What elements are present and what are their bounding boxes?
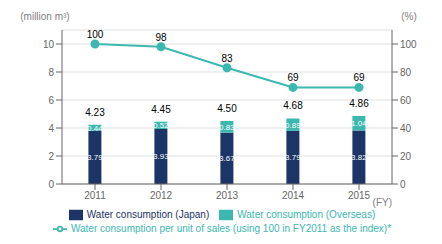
- svg-text:4.86: 4.86: [349, 98, 369, 109]
- svg-text:(FY): (FY): [373, 197, 392, 208]
- svg-text:6: 6: [48, 95, 54, 106]
- svg-text:10: 10: [43, 39, 55, 50]
- svg-text:4: 4: [48, 123, 54, 134]
- svg-text:2011: 2011: [84, 190, 106, 201]
- svg-text:2012: 2012: [150, 190, 173, 201]
- svg-text:2013: 2013: [216, 190, 239, 201]
- svg-text:83: 83: [221, 53, 233, 64]
- svg-text:0.44: 0.44: [87, 124, 103, 133]
- svg-text:(%): (%): [401, 11, 417, 22]
- svg-text:3.79: 3.79: [285, 153, 301, 162]
- svg-text:(million m³): (million m³): [20, 11, 69, 22]
- html-text:Water consumption per unit of: Water consumption per unit of sales (usi…: [70, 222, 392, 234]
- svg-text:0.52: 0.52: [153, 121, 169, 130]
- svg-text:8: 8: [48, 67, 54, 78]
- svg-text:3.67: 3.67: [219, 154, 235, 163]
- svg-text:2014: 2014: [282, 190, 305, 201]
- svg-text:1.04: 1.04: [351, 119, 367, 128]
- svg-text:4.50: 4.50: [217, 103, 237, 114]
- svg-text:69: 69: [287, 72, 299, 83]
- svg-text:100: 100: [400, 39, 417, 50]
- html-text:Water consumption (Japan): Water consumption (Japan): [86, 208, 210, 220]
- svg-text:2015: 2015: [348, 190, 371, 201]
- svg-text:80: 80: [400, 67, 412, 78]
- html-text:Water consumption (Overseas): Water consumption (Overseas): [237, 208, 376, 220]
- svg-text:0: 0: [400, 179, 406, 190]
- svg-text:3.79: 3.79: [87, 153, 103, 162]
- svg-text:0.89: 0.89: [285, 121, 301, 130]
- svg-text:98: 98: [155, 32, 167, 43]
- svg-text:0.83: 0.83: [219, 123, 235, 132]
- svg-text:0: 0: [48, 179, 54, 190]
- svg-text:40: 40: [400, 123, 412, 134]
- svg-text:4.68: 4.68: [283, 100, 303, 111]
- svg-text:3.93: 3.93: [153, 152, 169, 161]
- svg-text:60: 60: [400, 95, 412, 106]
- svg-text:69: 69: [353, 72, 365, 83]
- svg-text:3.82: 3.82: [351, 153, 367, 162]
- svg-text:4.23: 4.23: [85, 107, 105, 118]
- svg-text:4.45: 4.45: [151, 104, 171, 115]
- svg-text:20: 20: [400, 151, 412, 162]
- svg-text:2: 2: [48, 151, 54, 162]
- svg-text:100: 100: [87, 29, 104, 40]
